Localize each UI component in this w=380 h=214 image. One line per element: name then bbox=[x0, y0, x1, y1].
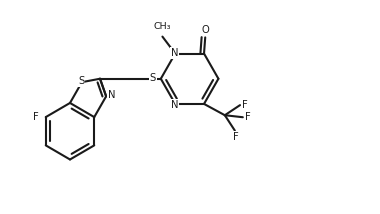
Text: CH₃: CH₃ bbox=[154, 22, 171, 31]
Text: N: N bbox=[108, 91, 116, 101]
Text: F: F bbox=[242, 100, 248, 110]
Text: N: N bbox=[171, 48, 178, 58]
Text: S: S bbox=[150, 73, 156, 83]
Text: O: O bbox=[201, 25, 209, 35]
Text: F: F bbox=[245, 112, 250, 122]
Text: F: F bbox=[33, 112, 39, 122]
Text: F: F bbox=[233, 132, 239, 142]
Text: S: S bbox=[78, 76, 84, 86]
Text: N: N bbox=[171, 100, 178, 110]
